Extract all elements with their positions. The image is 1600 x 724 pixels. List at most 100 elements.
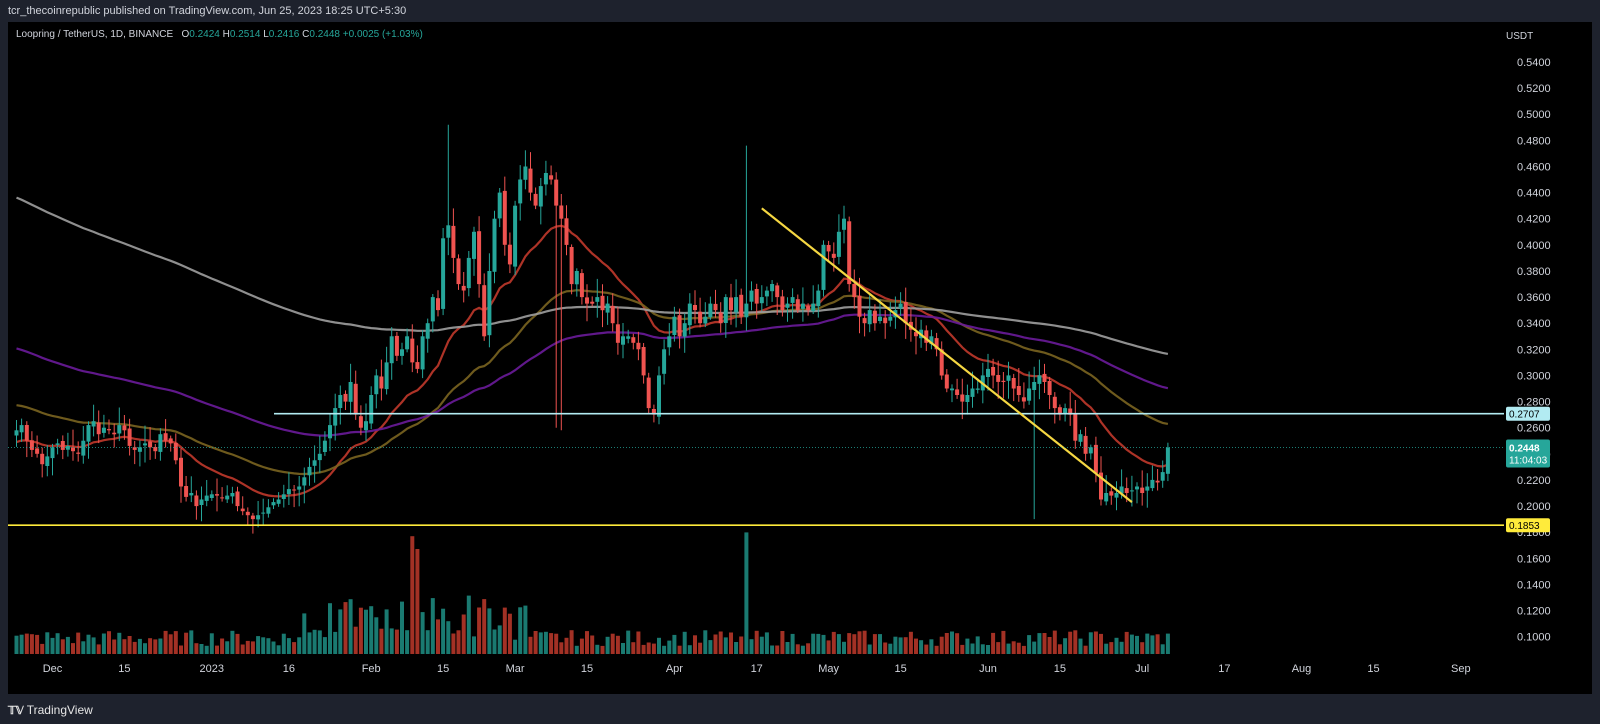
volume-bar: [1037, 633, 1042, 654]
candle-body: [446, 225, 451, 238]
volume-bar: [348, 599, 353, 654]
candle-body: [528, 168, 533, 193]
volume-bar: [780, 631, 785, 654]
volume-bar: [307, 632, 312, 654]
candle-body: [888, 316, 893, 321]
volume-bar: [939, 636, 944, 654]
volume-bar: [1114, 637, 1119, 654]
x-tick-label: Feb: [362, 663, 381, 675]
volume-bar: [45, 632, 50, 654]
volume-bar: [723, 637, 728, 654]
candle-body: [713, 303, 718, 311]
volume-bar: [831, 631, 836, 654]
candle-body: [641, 347, 646, 376]
candle-body: [513, 205, 518, 267]
candle-body: [91, 421, 96, 427]
candle-body: [96, 422, 101, 435]
candle-body: [328, 425, 332, 439]
chart-area[interactable]: USDT 0.5400 0.5200 0.5000 0.4800 0.4600 0.440…: [8, 22, 1592, 694]
candle-body: [955, 389, 960, 395]
volume-bar: [297, 637, 302, 654]
tradingview-logo[interactable]: 𝕋𝕍 TradingView: [8, 703, 93, 717]
high-label: H: [222, 29, 230, 40]
candle-layer: [14, 124, 1170, 534]
volume-bar: [1124, 631, 1129, 654]
brand-name: TradingView: [26, 703, 93, 717]
candle-body: [173, 442, 178, 461]
candle-body: [1099, 472, 1103, 500]
volume-bar: [595, 644, 600, 654]
volume-bar: [472, 636, 476, 654]
candle-body: [1057, 407, 1062, 415]
volume-bar: [862, 630, 867, 654]
volume-bar: [148, 638, 153, 654]
volume-bar: [513, 639, 518, 654]
volume-bar: [369, 606, 374, 654]
volume-bar: [626, 630, 631, 654]
price-chart[interactable]: USDT 0.5400 0.5200 0.5000 0.4800 0.4600 0.440…: [8, 22, 1592, 694]
volume-bar: [35, 634, 40, 654]
volume-bar: [538, 632, 543, 654]
volume-bar: [400, 601, 404, 654]
volume-bar: [343, 602, 348, 654]
volume-bar: [333, 631, 338, 654]
volume-bar: [353, 626, 358, 654]
volume-bar: [405, 630, 410, 654]
candle-body: [621, 336, 625, 345]
x-tick-label: 17: [1218, 663, 1230, 675]
volume-bar: [1135, 635, 1139, 654]
volume-bar: [1027, 635, 1032, 654]
candle-body: [281, 494, 286, 499]
volume-bar: [523, 605, 528, 654]
candle-body: [662, 349, 667, 374]
volume-bar: [852, 634, 857, 654]
candle-body: [1047, 381, 1052, 395]
candle-body: [179, 457, 183, 487]
volume-bar: [1006, 643, 1011, 654]
open-value: 0.2424: [189, 29, 220, 40]
candle-body: [883, 317, 888, 324]
candle-body: [1001, 380, 1006, 382]
candle-body: [934, 338, 939, 350]
volume-bar: [533, 631, 538, 654]
candle-body: [703, 316, 708, 324]
candle-body: [322, 440, 327, 452]
volume-bar: [636, 631, 641, 654]
volume-bar: [559, 642, 564, 654]
volume-bar: [86, 634, 91, 654]
candle-body: [436, 298, 440, 311]
candle-body: [261, 512, 266, 514]
candle-body: [610, 305, 615, 324]
volume-bar: [1104, 643, 1109, 654]
support-price-tag: 0.1853: [1509, 521, 1540, 532]
candle-body: [924, 330, 929, 343]
candle-body: [1135, 486, 1139, 490]
candle-body: [579, 273, 584, 298]
trendline: [761, 207, 1133, 503]
candle-body: [1165, 447, 1170, 474]
volume-bar: [430, 598, 435, 654]
volume-bar: [168, 634, 173, 654]
close-value: 0.2448: [309, 29, 340, 40]
volume-bar: [991, 632, 996, 654]
candle-body: [775, 285, 780, 298]
volume-bar: [1073, 630, 1078, 654]
candle-body: [143, 443, 147, 446]
candle-body: [394, 335, 399, 356]
candle-body: [271, 502, 276, 506]
candle-body: [153, 447, 158, 452]
volume-bar: [554, 633, 559, 654]
volume-bar: [821, 634, 826, 654]
volume-bar: [687, 645, 692, 654]
candle-body: [672, 316, 677, 335]
volume-bar: [117, 632, 122, 654]
volume-bar: [579, 638, 584, 654]
candle-body: [1073, 414, 1078, 441]
candle-body: [847, 221, 852, 285]
candle-body: [631, 337, 636, 343]
candle-body: [256, 515, 261, 520]
volume-bar: [312, 629, 317, 654]
ema-line: [16, 313, 1169, 437]
candle-body: [569, 247, 574, 285]
volume-bar: [836, 634, 841, 654]
